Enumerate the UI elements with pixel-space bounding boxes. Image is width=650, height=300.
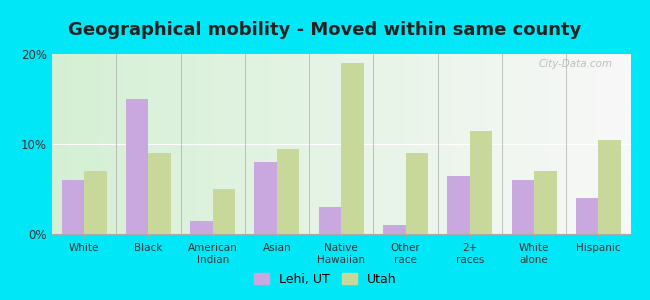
Legend: Lehi, UT, Utah: Lehi, UT, Utah [248,268,402,291]
Bar [534,171,556,234]
Bar [447,176,470,234]
Bar [576,198,599,234]
Bar [190,220,213,234]
Bar [213,189,235,234]
Bar [470,130,492,234]
Bar [255,162,277,234]
Bar [277,148,300,234]
Bar [341,63,364,234]
Text: City-Data.com: City-Data.com [539,59,613,69]
Text: Geographical mobility - Moved within same county: Geographical mobility - Moved within sam… [68,21,582,39]
Bar [406,153,428,234]
Bar [62,180,84,234]
Bar [383,225,406,234]
Bar [599,140,621,234]
Bar [84,171,107,234]
Bar [148,153,171,234]
Bar [512,180,534,234]
Bar [318,207,341,234]
Bar [126,99,148,234]
